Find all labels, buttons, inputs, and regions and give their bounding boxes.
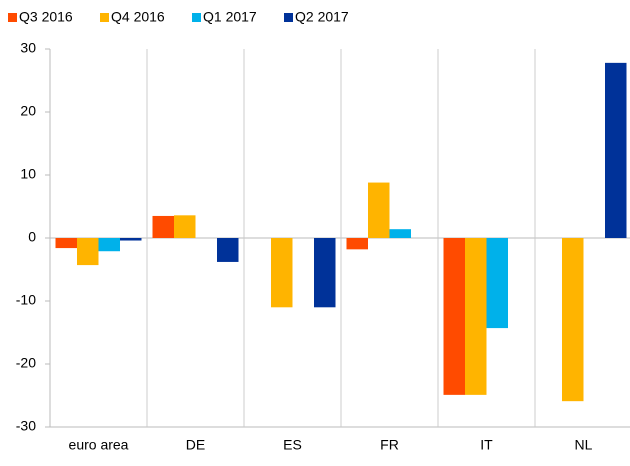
bar xyxy=(271,238,293,308)
bar xyxy=(98,238,120,252)
x-tick-label: euro area xyxy=(69,437,129,453)
bar xyxy=(486,238,508,329)
legend-swatch xyxy=(192,13,201,22)
bar xyxy=(314,238,336,308)
y-tick-label: -10 xyxy=(16,292,36,308)
y-tick-label: -20 xyxy=(16,355,36,371)
y-tick-label: 20 xyxy=(20,103,36,119)
legend-label: Q4 2016 xyxy=(111,9,165,25)
bar xyxy=(152,215,174,238)
x-tick-label: FR xyxy=(380,437,399,453)
y-tick-label: 0 xyxy=(28,229,36,245)
legend-swatch xyxy=(284,13,293,22)
bar xyxy=(120,238,142,241)
x-tick-label: IT xyxy=(480,437,493,453)
bar xyxy=(368,182,390,238)
bar xyxy=(174,215,196,238)
legend-label: Q2 2017 xyxy=(295,9,349,25)
bar xyxy=(443,238,465,395)
x-tick-label: DE xyxy=(186,437,205,453)
bar xyxy=(346,238,368,250)
bar xyxy=(55,238,77,249)
y-tick-label: 30 xyxy=(20,40,36,56)
legend-swatch xyxy=(8,13,17,22)
y-tick-label: -30 xyxy=(16,418,36,434)
x-tick-label: NL xyxy=(575,437,593,453)
y-tick-label: 10 xyxy=(20,166,36,182)
bar xyxy=(465,238,487,395)
x-tick-label: ES xyxy=(283,437,302,453)
legend-label: Q1 2017 xyxy=(203,9,257,25)
legend-swatch xyxy=(100,13,109,22)
bar xyxy=(562,238,584,402)
bar xyxy=(77,238,99,266)
bar xyxy=(217,238,239,262)
legend-label: Q3 2016 xyxy=(19,9,73,25)
bar xyxy=(389,229,411,238)
bar xyxy=(605,62,627,238)
